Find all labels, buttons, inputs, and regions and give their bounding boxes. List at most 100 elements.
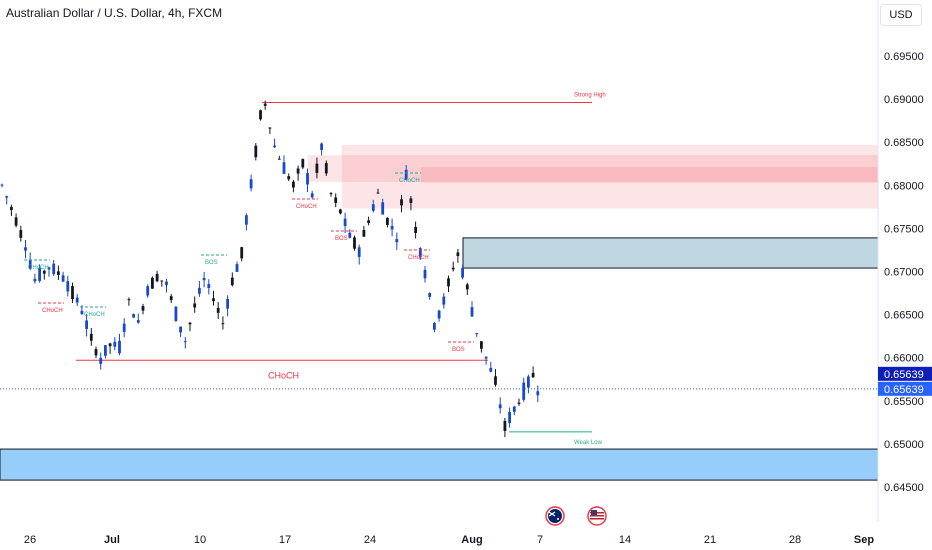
candle-body [414,226,417,233]
candle-body [315,163,319,173]
y-tick-label: 0.65000 [884,439,924,451]
candle-body [118,340,121,354]
candle-body [221,323,225,325]
candle-body [254,145,258,158]
candle-body [122,323,126,332]
y-tick-label: 0.68000 [884,180,924,192]
structure-label-8: BOS [452,347,465,353]
y-tick-label: 0.69500 [884,51,924,63]
candle-body [230,277,234,286]
x-tick-label: Jul [104,534,120,546]
candle-body [245,215,248,225]
levels-layer: Strong High Weak Low CHoCH [76,93,606,446]
candle-body [404,169,408,180]
candle-body [19,230,23,238]
candle-body [28,259,32,269]
candle-body [99,357,103,364]
candle-body [522,382,526,400]
candle-body [61,275,65,282]
level-label-0: Strong High [574,93,606,99]
candle-body [376,192,380,194]
candle-body [418,248,422,258]
candle-body [75,297,79,303]
candle-body [146,286,150,296]
svg-text:0.65639: 0.65639 [884,384,924,396]
currency-button[interactable]: USD [880,4,922,26]
candle-body [334,197,338,204]
price-axis[interactable]: 0.69500 0.69000 0.68500 0.68000 0.67500 0.670… [884,51,924,494]
candle-body [240,247,244,259]
candle-body [508,411,511,424]
candle-body [484,356,488,359]
candle-body [461,267,464,278]
x-tick-label: 7 [537,534,543,546]
price-tag-1: 0.65639 [878,366,932,381]
candle-body [165,281,168,286]
candle-body [80,310,84,314]
y-tick-label: 0.68500 [884,137,924,149]
candle-body [498,404,502,409]
candle-body [273,145,276,148]
candle-body [357,247,361,257]
candle-body [198,287,201,294]
candle-body [141,306,145,311]
candle-body [104,345,107,356]
candle-body [193,303,197,308]
candle-body [57,271,60,275]
candle-body [371,204,375,211]
y-tick-label: 0.66500 [884,310,924,322]
zone-supply-1 [308,155,878,182]
x-tick-label: 10 [194,534,206,546]
candle-body [47,267,51,270]
candle-body [489,367,493,372]
candle-body [442,296,446,305]
x-tick-label: 17 [279,534,291,546]
candle-body [89,333,93,341]
candle-body [367,220,370,223]
structure-label-5: BOS [335,236,348,242]
candle-body [42,270,46,274]
candle-body [38,267,41,281]
us-flag-icon[interactable] [587,506,607,526]
chart-title: Australian Dollar / U.S. Dollar, 4h, FXC… [6,6,223,20]
x-tick-label: 24 [364,534,376,546]
zone-supply-0 [342,144,878,209]
candle-body [183,341,187,343]
candle-body [353,237,356,249]
structure-label-6: CHoCH [399,178,420,184]
candle-body [494,376,497,385]
candle-body [451,267,455,270]
candle-body [160,280,164,282]
candle-body [263,103,267,106]
candle-body [310,193,314,198]
candle-body [527,376,530,388]
candle-body [292,181,295,188]
candle-body [381,202,385,215]
zones-layer [0,144,879,481]
choch-big-label: CHoCH [268,370,299,380]
australia-flag-icon[interactable] [545,506,565,526]
candle-body [437,310,441,319]
candle-body [71,285,74,300]
x-tick-label: 28 [789,534,801,546]
candle-body [212,298,215,302]
candle-body [503,420,507,431]
candle-body [24,247,27,251]
candle-body [66,281,70,292]
candle-body [10,206,13,211]
candle-body [512,406,516,412]
structure-label-2: CHoCH [84,312,105,318]
level-label-1: Weak Low [574,440,603,446]
structure-label-7: CHoCH [408,255,429,261]
structure-label-0: CHoCH [28,265,49,271]
zone-supply-2 [421,167,878,183]
candle-body [155,273,159,282]
candle-body [235,264,239,272]
y-tick-label: 0.67500 [884,223,924,235]
y-tick-label: 0.64500 [884,482,924,494]
time-axis[interactable]: 26 Jul 10 17 24 Aug 7 14 21 28 Sep [24,534,874,546]
x-tick-label: Sep [854,534,874,546]
candle-body [108,343,112,347]
candle-body [277,158,281,160]
